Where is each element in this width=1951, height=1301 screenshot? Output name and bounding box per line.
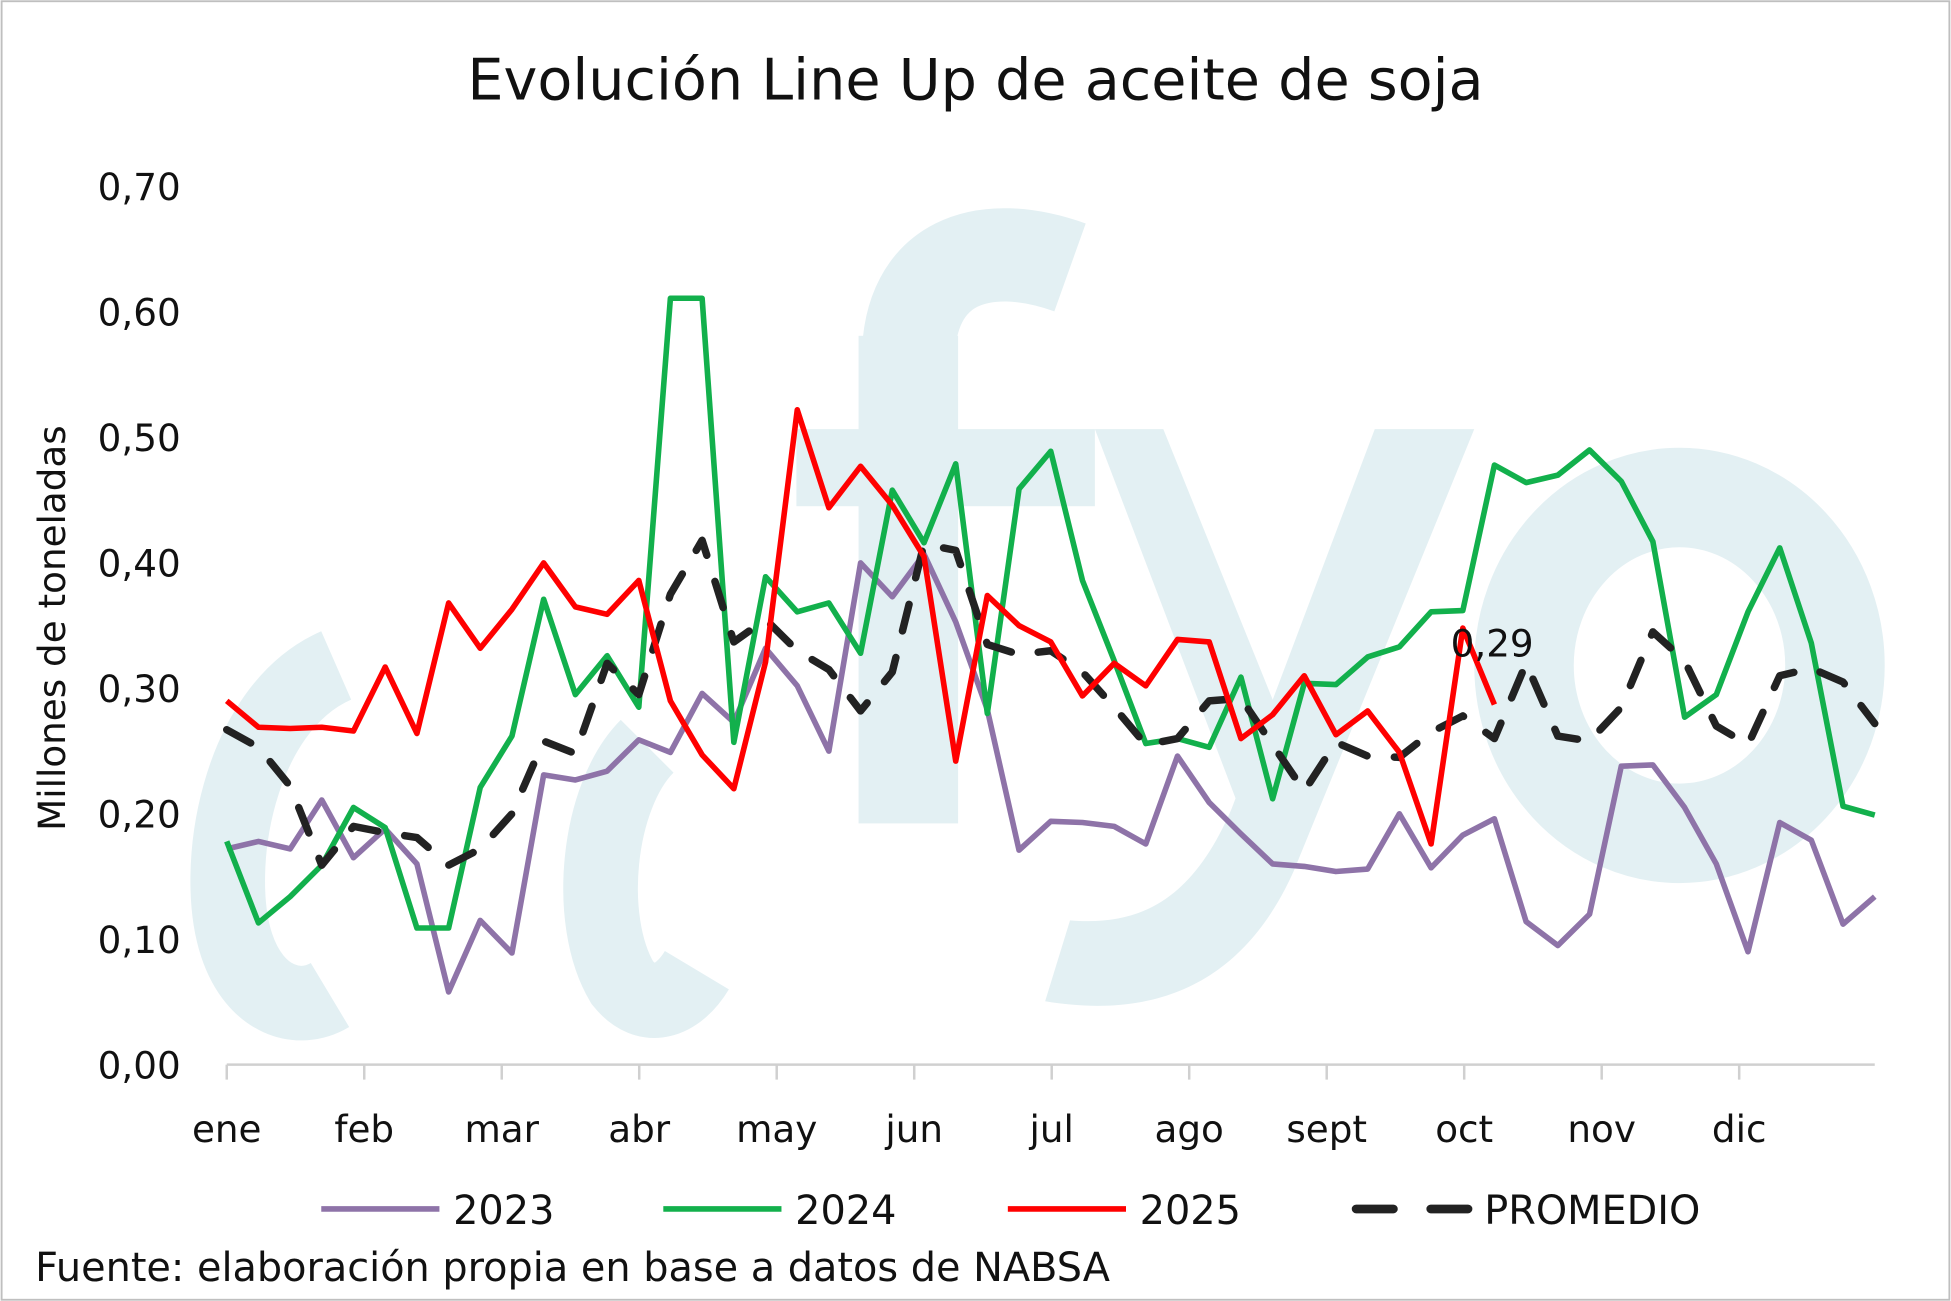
- y-tick-label: 0,10: [98, 918, 181, 962]
- y-axis-label: Millones de toneladas: [30, 425, 74, 831]
- series-line-promedio: [223, 536, 1879, 869]
- x-tick-label: abr: [608, 1107, 671, 1151]
- y-tick-label: 0,60: [98, 291, 181, 335]
- source-note: Fuente: elaboración propia en base a dat…: [35, 1245, 1110, 1291]
- x-tick-label: dic: [1712, 1107, 1767, 1151]
- y-tick-label: 0,30: [98, 667, 181, 711]
- y-tick-label: 0,40: [98, 542, 181, 586]
- y-tick-label: 0,50: [98, 416, 181, 460]
- x-tick-label: may: [736, 1107, 817, 1151]
- series-line-2024: [224, 295, 1876, 931]
- x-tick-label: jul: [1029, 1107, 1074, 1151]
- y-tick-label: 0,70: [98, 165, 181, 209]
- y-tick-label: 0,20: [98, 792, 181, 836]
- x-tick-label: nov: [1567, 1107, 1636, 1151]
- legend-label: 2024: [795, 1188, 896, 1234]
- legend-label: PROMEDIO: [1484, 1188, 1700, 1234]
- annotation-label: 0,29: [1451, 622, 1534, 666]
- x-tick-label: ago: [1155, 1107, 1224, 1151]
- watermark-o: [1474, 447, 1885, 884]
- x-tick-label: feb: [334, 1107, 394, 1151]
- legend: 2023 2024 2025 PROMEDIO: [321, 1188, 1700, 1234]
- x-tick-label: oct: [1435, 1107, 1493, 1151]
- legend-label: 2025: [1140, 1188, 1241, 1234]
- watermark-arc-left: [190, 631, 354, 1041]
- series-line-2023: [226, 551, 1877, 995]
- watermark-arc-mid: [563, 719, 729, 1038]
- watermark-f-hook: [861, 208, 1086, 363]
- x-tick-label: mar: [464, 1107, 539, 1151]
- watermark-y-right: [1045, 429, 1475, 1006]
- series-lines: [223, 295, 1879, 995]
- watermark-logo: [190, 208, 1885, 1041]
- x-tick-label: ene: [192, 1107, 262, 1151]
- series-line-2025: [224, 407, 1497, 847]
- y-tick-labels: 0,00 0,10 0,20 0,30 0,40 0,50 0,60 0,70: [98, 165, 181, 1087]
- legend-label: 2023: [453, 1188, 554, 1234]
- x-tick-labels: ene feb mar abr may jun jul ago sept oct nov dic: [192, 1064, 1767, 1151]
- chart-title: Evolución Line Up de aceite de soja: [467, 48, 1483, 114]
- x-tick-label: sept: [1286, 1107, 1367, 1151]
- x-tick-label: jun: [884, 1107, 943, 1151]
- y-tick-label: 0,00: [98, 1043, 181, 1087]
